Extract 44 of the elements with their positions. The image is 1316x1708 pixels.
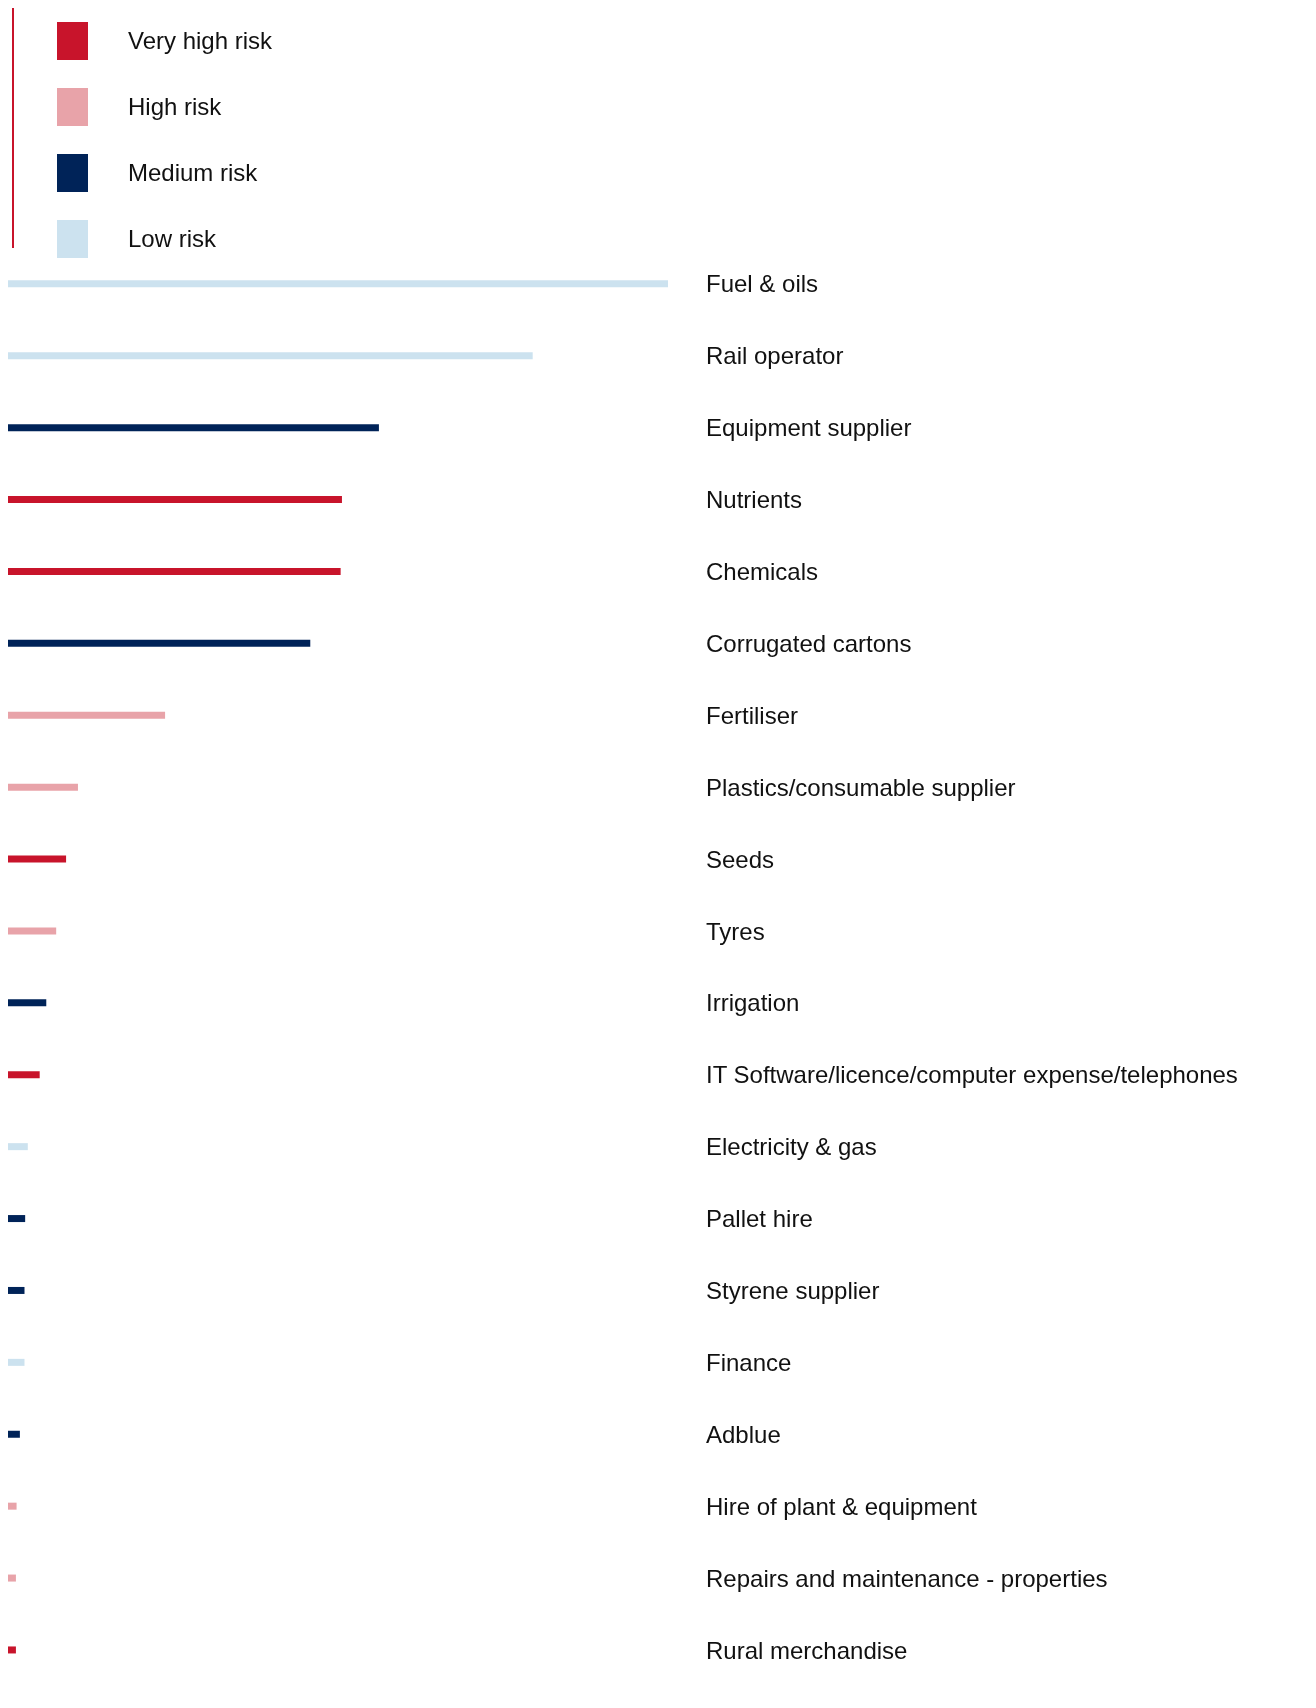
y-tick-label: Corrugated cartons: [706, 629, 912, 657]
bar: [8, 1071, 40, 1079]
legend-label: High risk: [128, 93, 222, 121]
bar: [8, 855, 67, 863]
bar: [8, 352, 533, 360]
y-tick-label: Seeds: [706, 845, 775, 873]
bar: [8, 1143, 28, 1151]
bar: [8, 1215, 26, 1223]
bar: [8, 783, 78, 791]
y-tick-label: Nutrients: [706, 486, 803, 514]
bar: [8, 1646, 16, 1654]
bar: [8, 280, 668, 288]
bar: [8, 424, 379, 432]
y-tick-label: Pallet hire: [706, 1205, 813, 1233]
y-tick-label: Rail operator: [706, 342, 844, 370]
y-tick-label: IT Software/licence/computer expense/telephones: [706, 1061, 1238, 1089]
bar: [8, 1358, 25, 1366]
y-tick-label: Rural merchandise: [706, 1636, 908, 1664]
bar: [8, 567, 341, 575]
y-tick-label: Electricity & gas: [706, 1133, 877, 1161]
y-tick-label: Equipment supplier: [706, 414, 912, 442]
y-tick-label: Fuel & oils: [706, 270, 819, 298]
bar: [8, 1574, 16, 1582]
y-tick-label: Plastics/consumable supplier: [706, 773, 1016, 801]
bar: [8, 1502, 17, 1510]
bar: [8, 999, 47, 1007]
legend-label: Low risk: [128, 225, 217, 253]
legend-label: Medium risk: [128, 159, 258, 187]
bar: [8, 496, 342, 504]
y-tick-label: Chemicals: [706, 558, 819, 586]
y-tick-label: Finance: [706, 1348, 792, 1376]
y-tick-label: Tyres: [706, 917, 765, 945]
bar: [8, 927, 57, 935]
legend-label: Very high risk: [128, 27, 273, 55]
bar: [8, 639, 311, 647]
y-tick-label: Repairs and maintenance - properties: [706, 1564, 1108, 1592]
bar: [8, 1286, 25, 1294]
y-tick-label: Irrigation: [706, 989, 800, 1017]
y-tick-label: Styrene supplier: [706, 1277, 880, 1305]
y-tick-label: Hire of plant & equipment: [706, 1492, 978, 1520]
y-tick-label: Fertiliser: [706, 701, 799, 729]
bar: [8, 711, 166, 719]
bar: [8, 1430, 20, 1438]
y-tick-label: Adblue: [706, 1420, 781, 1448]
